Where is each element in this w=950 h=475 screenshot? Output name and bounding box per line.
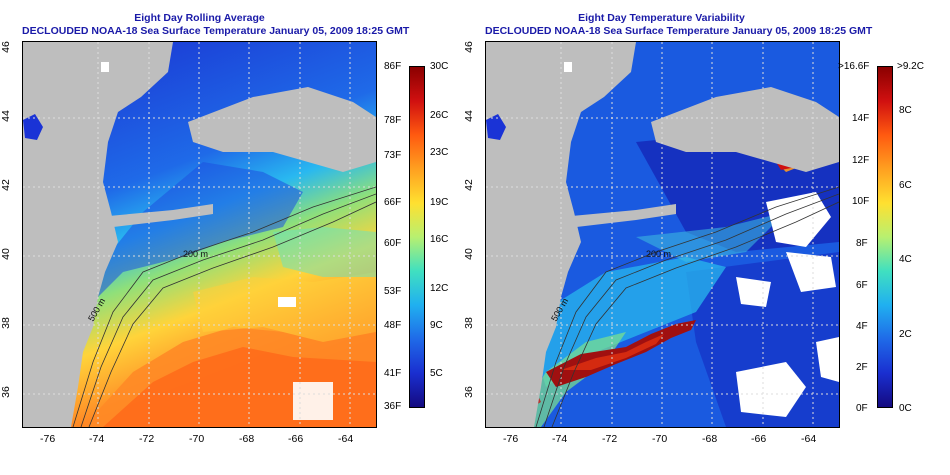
colorbar-fahrenheit-label: 41F bbox=[384, 368, 402, 379]
y-tick: 44 bbox=[0, 110, 12, 122]
x-tick: -76 bbox=[503, 433, 519, 445]
colorbar-fahrenheit-label: >16.6F bbox=[838, 61, 870, 72]
x-tick: -66 bbox=[288, 433, 304, 445]
y-tick: 36 bbox=[0, 386, 12, 398]
colorbar-fahrenheit-label: 12F bbox=[852, 155, 870, 166]
colorbar-celsius-label: 6C bbox=[899, 180, 912, 191]
colorbar-celsius-label: 12C bbox=[430, 283, 449, 294]
x-tick: -76 bbox=[40, 433, 56, 445]
x-tick: -70 bbox=[652, 433, 668, 445]
colorbar-celsius-label: 26C bbox=[430, 110, 449, 121]
x-tick: -74 bbox=[552, 433, 568, 445]
colorbar-fahrenheit-label: 4F bbox=[856, 321, 868, 332]
colorbar-celsius-label: 2C bbox=[899, 329, 912, 340]
y-tick: 40 bbox=[462, 248, 475, 260]
right-variability-map: 200 m 500 m bbox=[485, 41, 840, 428]
variability-colorbar bbox=[877, 66, 893, 408]
colorbar-fahrenheit-label: 6F bbox=[856, 280, 868, 291]
y-tick: 44 bbox=[462, 110, 475, 122]
y-tick: 46 bbox=[462, 41, 475, 53]
colorbar-fahrenheit-label: 2F bbox=[856, 362, 868, 373]
x-tick: -70 bbox=[189, 433, 205, 445]
x-tick: -68 bbox=[702, 433, 718, 445]
colorbar-celsius-label: 23C bbox=[430, 147, 449, 158]
colorbar-celsius-label: 16C bbox=[430, 234, 449, 245]
colorbar-fahrenheit-label: 86F bbox=[384, 61, 402, 72]
colorbar-fahrenheit-label: 48F bbox=[384, 320, 402, 331]
y-tick: 40 bbox=[0, 248, 12, 260]
contour-label: 200 m bbox=[183, 249, 208, 259]
colorbar-fahrenheit-label: 73F bbox=[384, 150, 402, 161]
left-sst-map: 200 m 500 m bbox=[22, 41, 377, 428]
x-tick: -64 bbox=[338, 433, 354, 445]
right-map-title: Eight Day Temperature Variability bbox=[578, 12, 745, 24]
colorbar-fahrenheit-label: 0F bbox=[856, 403, 868, 414]
x-tick: -68 bbox=[239, 433, 255, 445]
colorbar-fahrenheit-label: 53F bbox=[384, 286, 402, 297]
colorbar-fahrenheit-label: 10F bbox=[852, 196, 870, 207]
colorbar-celsius-label: >9.2C bbox=[897, 61, 924, 72]
sst-colorbar bbox=[409, 66, 425, 408]
y-tick: 36 bbox=[462, 386, 475, 398]
colorbar-celsius-label: 8C bbox=[899, 105, 912, 116]
colorbar-fahrenheit-label: 66F bbox=[384, 197, 402, 208]
colorbar-fahrenheit-label: 14F bbox=[852, 113, 870, 124]
y-tick: 38 bbox=[462, 317, 475, 329]
colorbar-celsius-label: 30C bbox=[430, 61, 449, 72]
colorbar-fahrenheit-label: 8F bbox=[856, 238, 868, 249]
colorbar-celsius-label: 4C bbox=[899, 254, 912, 265]
x-tick: -72 bbox=[139, 433, 155, 445]
x-tick: -74 bbox=[89, 433, 105, 445]
colorbar-fahrenheit-label: 36F bbox=[384, 401, 402, 412]
left-map-title: Eight Day Rolling Average bbox=[134, 12, 265, 24]
y-tick: 38 bbox=[0, 317, 12, 329]
y-tick: 42 bbox=[0, 179, 12, 191]
left-map-subtitle: DECLOUDED NOAA-18 Sea Surface Temperatur… bbox=[22, 25, 410, 37]
colorbar-celsius-label: 0C bbox=[899, 403, 912, 414]
y-tick: 46 bbox=[0, 41, 12, 53]
colorbar-fahrenheit-label: 60F bbox=[384, 238, 402, 249]
right-map-subtitle: DECLOUDED NOAA-18 Sea Surface Temperatur… bbox=[485, 25, 873, 37]
x-tick: -72 bbox=[602, 433, 618, 445]
x-tick: -64 bbox=[801, 433, 817, 445]
y-tick: 42 bbox=[462, 179, 475, 191]
colorbar-celsius-label: 9C bbox=[430, 320, 443, 331]
colorbar-fahrenheit-label: 78F bbox=[384, 115, 402, 126]
x-tick: -66 bbox=[751, 433, 767, 445]
contour-label: 200 m bbox=[646, 249, 671, 259]
colorbar-celsius-label: 5C bbox=[430, 368, 443, 379]
colorbar-celsius-label: 19C bbox=[430, 197, 449, 208]
